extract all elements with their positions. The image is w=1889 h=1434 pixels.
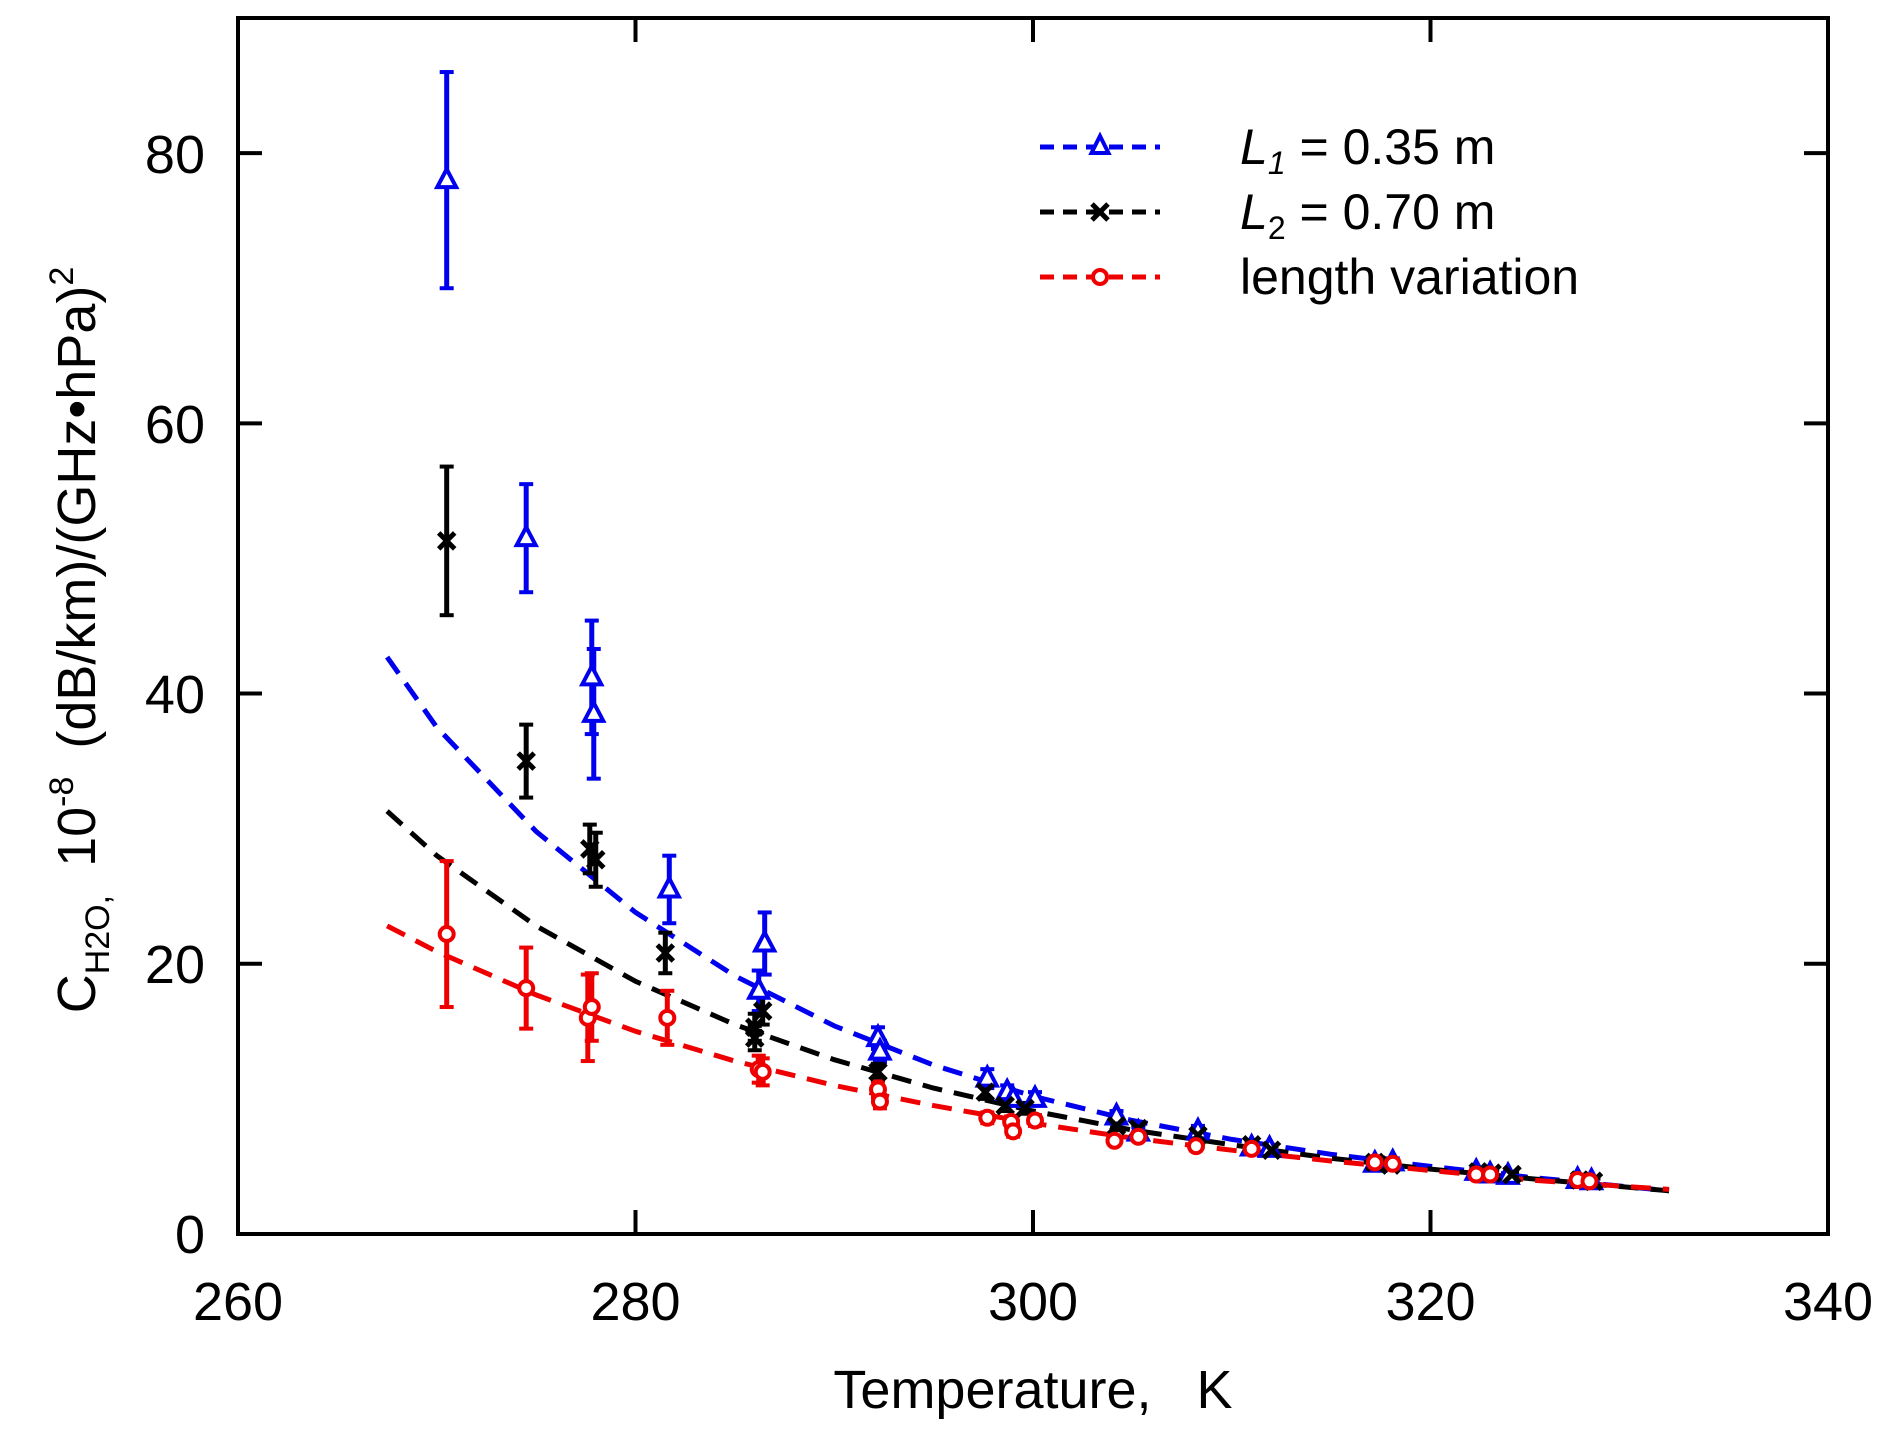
point-length-variation-15: [1186, 1137, 1205, 1156]
legend-label-l2-symbol: L: [1240, 184, 1268, 240]
point-l2-2: [580, 839, 600, 859]
y-tick-label-0: 0: [175, 1205, 205, 1265]
y-axis-units-exponent: 2: [43, 267, 81, 286]
point-l1-9: [974, 1063, 1001, 1088]
point-l2-16: [1261, 1140, 1282, 1160]
point-length-variation-3: [582, 998, 601, 1017]
x-tick-label-280: 280: [590, 1272, 680, 1332]
y-tick-label-60: 60: [145, 395, 205, 455]
legend-label-l2-value: = 0.70 m: [1286, 184, 1496, 240]
y-axis-units: (dB/km)/(GHz•hPa): [47, 286, 107, 749]
point-l1-8: [867, 1036, 893, 1061]
legend-label-length-variation: length variation: [1240, 249, 1579, 305]
point-length-variation-4: [658, 1008, 677, 1027]
fit-curve-length-variation: [385, 923, 1670, 1192]
point-length-variation-8: [870, 1092, 889, 1111]
point-length-variation-11: [1004, 1122, 1023, 1141]
point-length-variation-20: [1481, 1165, 1500, 1184]
point-l1-6: [751, 928, 778, 953]
point-l2-0: [436, 531, 457, 551]
point-l2-1: [516, 751, 536, 771]
x-axis-title: Temperature, K: [833, 1360, 1232, 1420]
point-l2-10: [995, 1095, 1015, 1116]
y-axis-title: CH2O, 10-8 (dB/km)/(GHz•hPa)2: [43, 267, 117, 1014]
legend-label-l1: L1 = 0.35 m: [1240, 119, 1495, 181]
legend-marker-length-variation: [1091, 268, 1109, 286]
legend-entry-l1: L1 = 0.35 m: [1040, 119, 1495, 181]
point-l2-21: [1502, 1164, 1522, 1185]
legend-entry-l2: L2 = 0.70 m: [1040, 184, 1495, 246]
point-l1-4: [656, 874, 683, 899]
point-l1-5: [745, 975, 772, 1000]
point-length-variation-19: [1467, 1165, 1486, 1184]
y-tick-label-80: 80: [145, 125, 205, 185]
point-l2-4: [655, 943, 676, 963]
x-tick-label-320: 320: [1385, 1272, 1475, 1332]
y-axis-scale: 10: [47, 807, 107, 867]
point-l2-8: [868, 1062, 888, 1082]
point-length-variation-13: [1105, 1131, 1124, 1150]
legend-label-l2-subscript: 2: [1268, 210, 1286, 246]
point-length-variation-12: [1025, 1111, 1044, 1130]
fit-curve-l2: [385, 809, 1670, 1194]
legend-entry-length-variation: length variation: [1040, 249, 1579, 305]
legend-label-l1-symbol: L: [1240, 119, 1268, 175]
point-length-variation-18: [1383, 1154, 1402, 1173]
x-tick-label-340: 340: [1783, 1272, 1873, 1332]
axis-ticks: [236, 18, 1830, 1236]
x-tick-label-300: 300: [988, 1272, 1078, 1332]
legend-label-l1-subscript: 1: [1268, 145, 1286, 181]
y-axis-scale-exponent: -8: [43, 777, 81, 807]
legend-marker-l2: [1090, 202, 1110, 222]
legend-label-l1-value: = 0.35 m: [1286, 119, 1496, 175]
point-l1-0: [433, 164, 460, 190]
point-length-variation-1: [517, 979, 536, 998]
y-axis-symbol: C: [47, 974, 107, 1013]
point-length-variation-0: [437, 925, 456, 944]
point-l2-12: [1106, 1116, 1127, 1136]
y-axis-symbol-subscript: H2O,: [79, 895, 117, 974]
x-tick-label-260: 260: [193, 1272, 283, 1332]
legend-marker-l1: [1088, 131, 1112, 155]
point-length-variation-14: [1129, 1127, 1148, 1146]
point-length-variation-17: [1365, 1153, 1384, 1172]
point-l2-9: [975, 1082, 996, 1102]
point-l1-2: [578, 662, 605, 687]
point-length-variation-22: [1580, 1172, 1599, 1191]
y-tick-label-40: 40: [145, 665, 205, 725]
point-l1-3: [580, 698, 607, 723]
plot-frame: [236, 16, 1830, 1236]
data-markers: [433, 164, 1605, 1192]
point-length-variation-16: [1242, 1139, 1261, 1158]
y-tick-label-20: 20: [145, 935, 205, 995]
point-l2-3: [585, 849, 606, 870]
legend-label-l2: L2 = 0.70 m: [1240, 184, 1495, 246]
point-l2-6: [744, 1028, 765, 1048]
point-l1-1: [513, 522, 540, 548]
point-l2-7: [752, 1001, 773, 1021]
point-length-variation-9: [978, 1108, 997, 1127]
legend: L1 = 0.35 m L2 = 0.70 m length variation: [1040, 119, 1579, 305]
point-length-variation-6: [753, 1062, 772, 1081]
